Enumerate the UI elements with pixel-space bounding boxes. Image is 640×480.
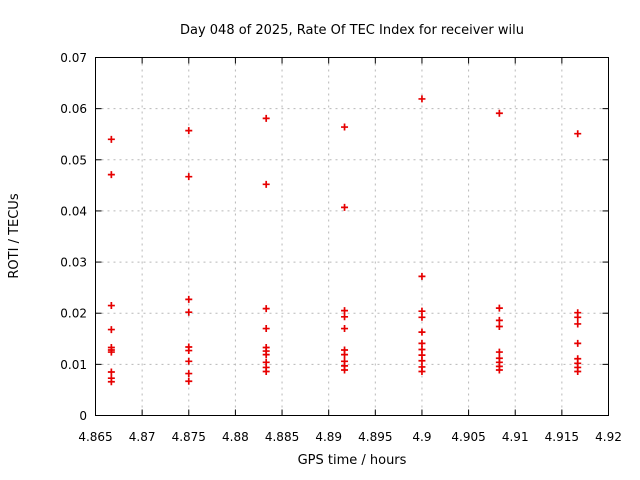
data-point-marker <box>185 347 193 355</box>
y-axis-label: ROTI / TECUs <box>7 193 22 278</box>
x-tick-label: 4.88 <box>222 430 249 444</box>
x-tick-label: 4.875 <box>172 430 206 444</box>
x-tick-labels: 4.865 4.87 4.875 4.88 4.885 4.89 4.895 4.9 4.905… <box>78 430 622 444</box>
y-tick-label: 0.04 <box>60 204 87 218</box>
data-point-marker <box>262 180 270 188</box>
x-axis-label: GPS time / hours <box>298 453 407 468</box>
data-point-marker <box>418 95 426 103</box>
data-point-marker <box>262 305 270 313</box>
data-point-marker <box>574 320 582 328</box>
data-point-marker <box>185 308 193 316</box>
data-point-marker <box>107 326 115 334</box>
y-tick-label: 0.01 <box>60 358 87 372</box>
x-tick-label: 4.91 <box>502 430 529 444</box>
data-point-marker <box>418 339 426 347</box>
data-point-marker <box>185 357 193 365</box>
data-point-marker <box>574 368 582 376</box>
x-tick-label: 4.905 <box>451 430 485 444</box>
data-point-marker <box>185 370 193 378</box>
data-point-marker <box>341 351 349 359</box>
data-point-marker <box>418 272 426 280</box>
data-point-marker <box>495 109 503 117</box>
x-tick-label: 4.895 <box>358 430 392 444</box>
data-point-marker <box>185 295 193 303</box>
data-point-marker <box>107 348 115 356</box>
x-tick-label: 4.885 <box>265 430 299 444</box>
data-point-marker <box>341 313 349 321</box>
data-point-marker <box>495 316 503 324</box>
y-tick-label: 0 <box>79 409 87 423</box>
plot-border <box>95 57 609 416</box>
data-point-marker <box>495 323 503 331</box>
data-point-marker <box>262 368 270 376</box>
data-point-marker <box>185 173 193 181</box>
data-point-marker <box>418 357 426 365</box>
y-tick-label: 0.07 <box>60 51 87 65</box>
data-point-marker <box>495 348 503 356</box>
data-point-marker <box>341 203 349 211</box>
data-point-marker <box>341 307 349 315</box>
x-tick-label: 4.92 <box>595 430 622 444</box>
data-point-marker <box>574 339 582 347</box>
data-point-marker <box>418 368 426 376</box>
data-point-marker <box>107 368 115 376</box>
y-tick-labels: 0 0.01 0.02 0.03 0.04 0.05 0.06 0.07 <box>60 51 87 423</box>
data-point-marker <box>185 127 193 135</box>
data-point-marker <box>262 114 270 122</box>
x-tick-label: 4.9 <box>412 430 431 444</box>
x-tick-label: 4.915 <box>545 430 579 444</box>
data-point-marker <box>107 378 115 386</box>
data-point-marker <box>341 123 349 131</box>
x-tick-label: 4.89 <box>315 430 342 444</box>
y-tick-label: 0.05 <box>60 153 87 167</box>
data-point-marker <box>262 325 270 333</box>
data-point-marker <box>107 171 115 179</box>
chart-title: Day 048 of 2025, Rate Of TEC Index for r… <box>180 23 524 38</box>
gridlines <box>95 57 609 416</box>
data-point-marker <box>418 307 426 315</box>
data-point-marker <box>262 351 270 359</box>
y-tick-label: 0.06 <box>60 102 87 116</box>
data-point-marker <box>341 325 349 333</box>
data-point-marker <box>107 302 115 310</box>
data-points <box>107 95 582 386</box>
data-point-marker <box>495 366 503 374</box>
data-point-marker <box>107 135 115 143</box>
x-tick-label: 4.87 <box>129 430 156 444</box>
tick-marks <box>95 57 609 416</box>
x-tick-label: 4.865 <box>78 430 112 444</box>
data-point-marker <box>495 304 503 312</box>
data-point-marker <box>574 313 582 321</box>
data-point-marker <box>574 130 582 138</box>
data-point-marker <box>341 366 349 374</box>
data-point-marker <box>185 377 193 385</box>
y-tick-label: 0.02 <box>60 307 87 321</box>
y-tick-label: 0.03 <box>60 256 87 270</box>
data-point-marker <box>418 313 426 321</box>
data-point-marker <box>418 328 426 336</box>
